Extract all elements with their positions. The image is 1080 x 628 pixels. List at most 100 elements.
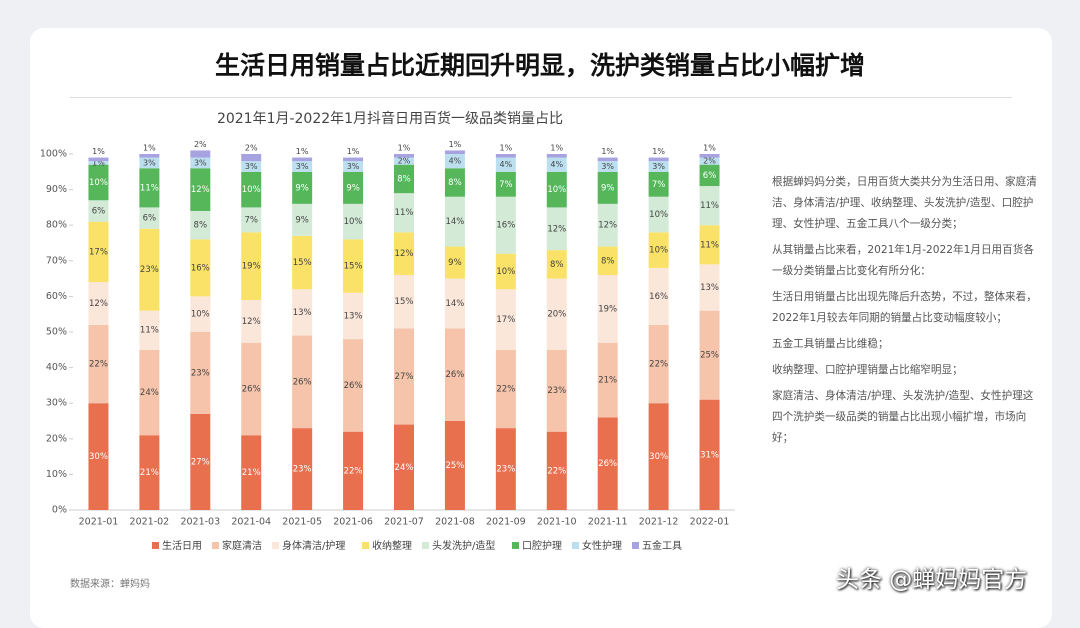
bar-segment: [139, 168, 160, 208]
data-label: 19%: [598, 304, 617, 314]
bar-segment: [495, 428, 516, 510]
data-label: 1%: [92, 158, 105, 167]
note: 家庭清洁、身体清洁/护理、头发洗护/造型、女性护理这四个洗护类一级品类的销量占比…: [772, 390, 1034, 444]
y-tick-label: 70%: [46, 255, 67, 266]
source: 数据来源：蝉妈妈: [70, 579, 150, 590]
bar-segment: [597, 161, 618, 172]
data-label: 26%: [598, 459, 617, 469]
bar-segment: [241, 435, 262, 510]
bar-segment: [343, 339, 364, 432]
y-tick-label: 20%: [46, 433, 67, 444]
bar-segment: [190, 157, 211, 169]
bar-segment: [597, 246, 618, 276]
bar-segment: [292, 335, 313, 429]
data-label: 8%: [397, 174, 411, 184]
bar-segment: [597, 275, 618, 343]
legend-label: 女性护理: [582, 539, 622, 552]
legend-swatch: [572, 542, 579, 549]
legend-swatch: [512, 542, 519, 549]
bar-segment: [88, 403, 109, 510]
data-label: 10%: [242, 185, 261, 195]
bar-segment: [241, 154, 262, 162]
x-tick-label: 2021-08: [435, 517, 475, 528]
bar-segment: [648, 161, 669, 172]
legend-swatch: [272, 542, 279, 549]
bar-segment: [292, 428, 313, 510]
bar-segment: [88, 164, 109, 201]
bar-segment: [444, 168, 465, 197]
data-label: 13%: [700, 283, 719, 293]
data-label: 12%: [598, 221, 617, 231]
data-label: 26%: [344, 381, 363, 391]
bar-segment: [495, 349, 516, 429]
bar-segment: [597, 417, 618, 510]
legend-label: 五金工具: [642, 539, 682, 552]
bar-segment: [495, 157, 516, 172]
data-label: 9%: [295, 183, 309, 193]
data-label: 4%: [499, 160, 512, 169]
data-label: 31%: [700, 450, 719, 460]
data-label: 14%: [445, 299, 464, 309]
data-label: 22%: [649, 360, 668, 370]
data-label: 13%: [344, 311, 363, 321]
bar-segment: [343, 203, 364, 240]
bar-segment: [88, 161, 109, 165]
y-tick-label: 0%: [52, 505, 67, 516]
note: 从其销量占比来看，2021年1月-2022年1月日用百货各一级分类销量占比变化有…: [772, 244, 1034, 277]
note: 五金工具销量占比维稳；: [772, 338, 889, 350]
data-label: 9%: [346, 183, 360, 193]
data-label: 23%: [496, 465, 515, 475]
data-label: 11%: [700, 240, 719, 250]
data-label: 22%: [547, 466, 566, 476]
data-label: 8%: [601, 256, 615, 266]
data-label: 19%: [242, 262, 261, 272]
bar-segment: [699, 310, 720, 400]
x-tick-label: 2021-03: [180, 517, 220, 528]
bar-segment: [699, 264, 720, 311]
data-label: 6%: [703, 171, 717, 181]
legend-swatch: [362, 542, 369, 549]
watermark: 头条 @蝉妈妈官方: [836, 567, 1028, 593]
data-label: 26%: [445, 370, 464, 380]
bar-segment: [190, 239, 211, 297]
bar-segment: [699, 157, 720, 165]
data-label: 9%: [448, 258, 462, 268]
data-label: 20%: [547, 310, 566, 320]
data-label: 17%: [89, 247, 108, 257]
bar-segment: [394, 275, 414, 329]
x-tick-label: 2021-10: [537, 517, 577, 528]
bar-segment: [343, 292, 364, 340]
data-label: 23%: [140, 265, 159, 275]
legend-swatch: [212, 542, 219, 549]
bar-segment: [190, 296, 211, 332]
bar-segment: [343, 431, 364, 510]
legend-label: 身体清洁/护理: [282, 539, 345, 552]
data-label: 1%: [347, 147, 360, 156]
data-label: 4%: [449, 157, 462, 166]
data-label: 15%: [293, 258, 312, 268]
bar-segment: [139, 154, 160, 158]
legend-label: 头发洗护/造型: [432, 539, 495, 552]
data-label: 1%: [601, 147, 614, 156]
data-label: 3%: [143, 158, 156, 167]
data-label: 12%: [89, 299, 108, 309]
data-label: 21%: [140, 468, 159, 478]
data-label: 27%: [191, 457, 210, 467]
data-label: 7%: [652, 180, 666, 190]
data-label: 10%: [191, 310, 210, 320]
data-label: 10%: [547, 185, 566, 195]
data-label: 1%: [398, 144, 411, 153]
data-label: 14%: [445, 217, 464, 227]
data-label: 11%: [140, 326, 159, 336]
x-tick-label: 2021-02: [130, 517, 170, 528]
x-tick-label: 2021-01: [79, 517, 119, 528]
bar-segment: [190, 332, 211, 414]
bar-segment: [139, 228, 160, 311]
data-label: 12%: [191, 185, 210, 195]
legend-swatch: [422, 542, 429, 549]
data-label: 26%: [293, 377, 312, 387]
data-label: 8%: [550, 260, 564, 270]
data-label: 1%: [499, 144, 512, 153]
data-label: 16%: [496, 221, 515, 231]
data-label: 22%: [344, 466, 363, 476]
